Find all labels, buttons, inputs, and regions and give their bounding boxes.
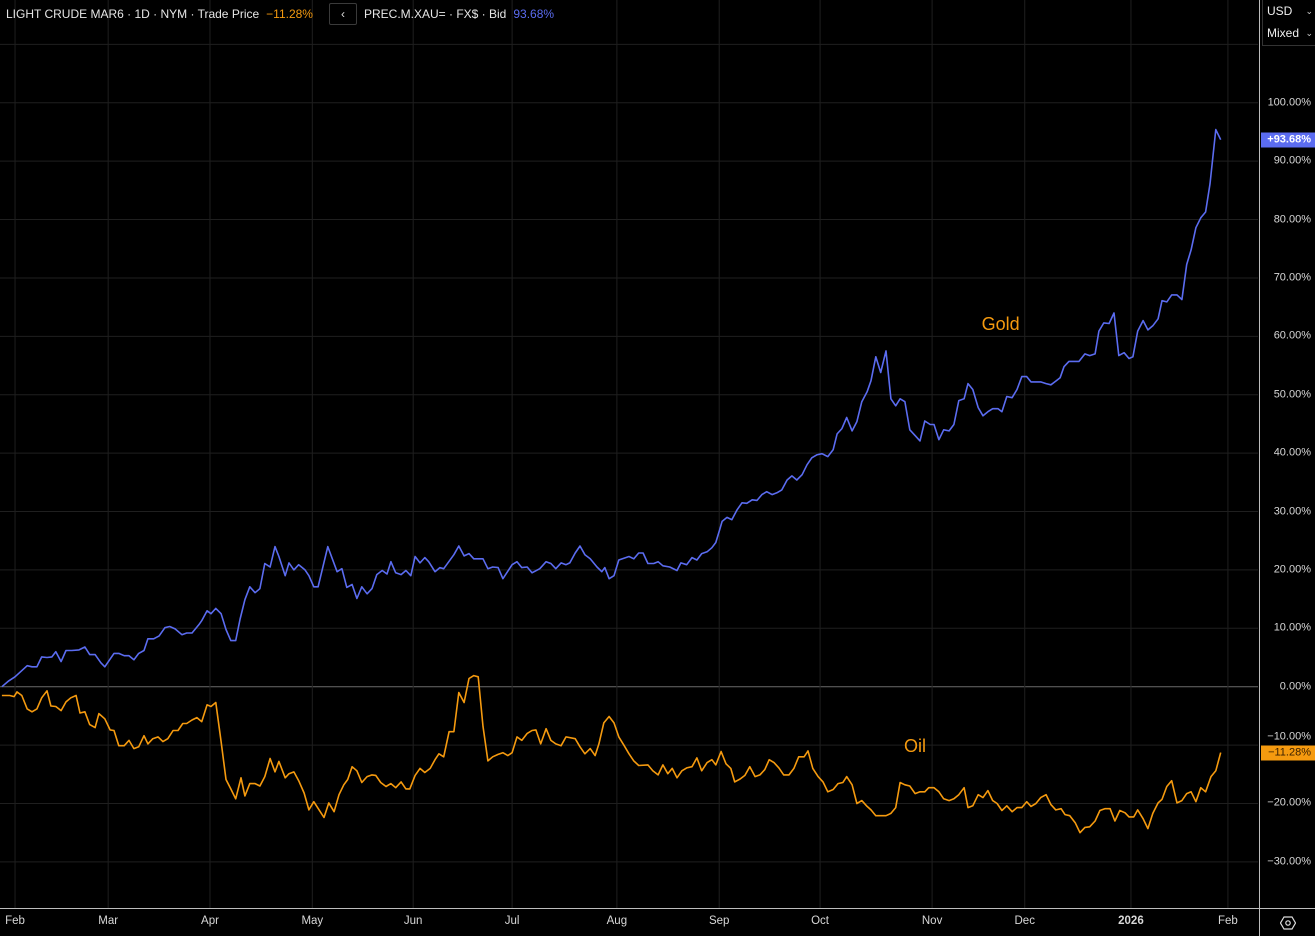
x-tick-label: Feb bbox=[5, 915, 25, 927]
x-axis[interactable]: Feb Mar Apr May Jun Jul Aug Sep Oct Nov Dec 2026 Feb bbox=[0, 908, 1259, 936]
x-tick-label: Sep bbox=[708, 915, 730, 927]
y-tick-label: 100.00% bbox=[1267, 96, 1311, 109]
y-tick-label: 80.00% bbox=[1273, 213, 1311, 226]
y-axis[interactable]: 100.00% 90.00% 80.00% 70.00% 60.00% 50.00% 40.… bbox=[1259, 0, 1315, 908]
y-tick-label: 90.00% bbox=[1273, 154, 1311, 167]
gold-annotation-label[interactable]: Gold bbox=[981, 313, 1020, 334]
oil-series-label[interactable]: LIGHT CRUDE MAR6 · 1D · NYM · Trade Pric… bbox=[6, 6, 260, 21]
y-tick-label: 20.00% bbox=[1273, 563, 1311, 576]
oil-series-line bbox=[1, 674, 1222, 834]
gold-series-line bbox=[1, 128, 1222, 688]
currency-value: USD bbox=[1267, 4, 1293, 18]
axis-selectors: USD ⌄ Mixed ⌄ bbox=[1262, 0, 1315, 46]
chart-plot-area[interactable]: Gold Oil bbox=[0, 0, 1258, 908]
gold-last-value-badge: +93.68% bbox=[1261, 132, 1315, 148]
x-tick-label: Oct bbox=[811, 915, 830, 927]
gold-series-change: 93.68% bbox=[513, 6, 555, 21]
y-tick-label: −30.00% bbox=[1267, 855, 1311, 868]
y-tick-label: 10.00% bbox=[1273, 621, 1311, 634]
x-tick-label: Apr bbox=[201, 915, 219, 927]
x-tick-label: Jun bbox=[403, 915, 423, 927]
x-tick-label: Aug bbox=[606, 915, 628, 927]
x-tick-label: May bbox=[301, 915, 324, 927]
y-tick-label: 70.00% bbox=[1273, 271, 1311, 284]
y-tick-label: 40.00% bbox=[1273, 446, 1311, 459]
chevron-left-icon: ‹ bbox=[340, 6, 345, 21]
chevron-down-icon: ⌄ bbox=[1305, 5, 1313, 16]
x-tick-label: 2026 bbox=[1118, 915, 1144, 927]
oil-series-change: −11.28% bbox=[266, 6, 313, 21]
gold-series-label[interactable]: PREC.M.XAU= · FX$ · Bid bbox=[363, 6, 507, 21]
x-tick-label: Feb bbox=[1218, 915, 1238, 927]
settings-hexagon-icon bbox=[1280, 915, 1296, 930]
y-tick-label: 60.00% bbox=[1273, 329, 1311, 342]
y-tick-label: 30.00% bbox=[1273, 505, 1311, 518]
oil-annotation-label[interactable]: Oil bbox=[903, 735, 926, 756]
y-tick-label: 50.00% bbox=[1273, 388, 1311, 401]
x-tick-label: Nov bbox=[921, 915, 943, 927]
chart-legend-header: LIGHT CRUDE MAR6 · 1D · NYM · Trade Pric… bbox=[0, 0, 554, 27]
chevron-down-icon: ⌄ bbox=[1305, 27, 1313, 38]
scale-mode-value: Mixed bbox=[1267, 26, 1300, 40]
chart-settings-button[interactable] bbox=[1259, 908, 1315, 936]
chart-svg bbox=[0, 0, 1258, 908]
y-tick-label: −10.00% bbox=[1267, 730, 1311, 743]
x-tick-label: Jul bbox=[504, 915, 520, 927]
y-tick-label: −20.00% bbox=[1267, 796, 1311, 809]
currency-select[interactable]: USD ⌄ bbox=[1263, 0, 1315, 22]
scale-mode-select[interactable]: Mixed ⌄ bbox=[1263, 22, 1315, 44]
y-tick-label: 0.00% bbox=[1279, 680, 1311, 693]
collapse-legend-button[interactable]: ‹ bbox=[328, 2, 357, 25]
x-tick-label: Dec bbox=[1014, 915, 1035, 927]
oil-last-value-badge: −11.28% bbox=[1261, 745, 1315, 761]
x-tick-label: Mar bbox=[98, 915, 119, 927]
